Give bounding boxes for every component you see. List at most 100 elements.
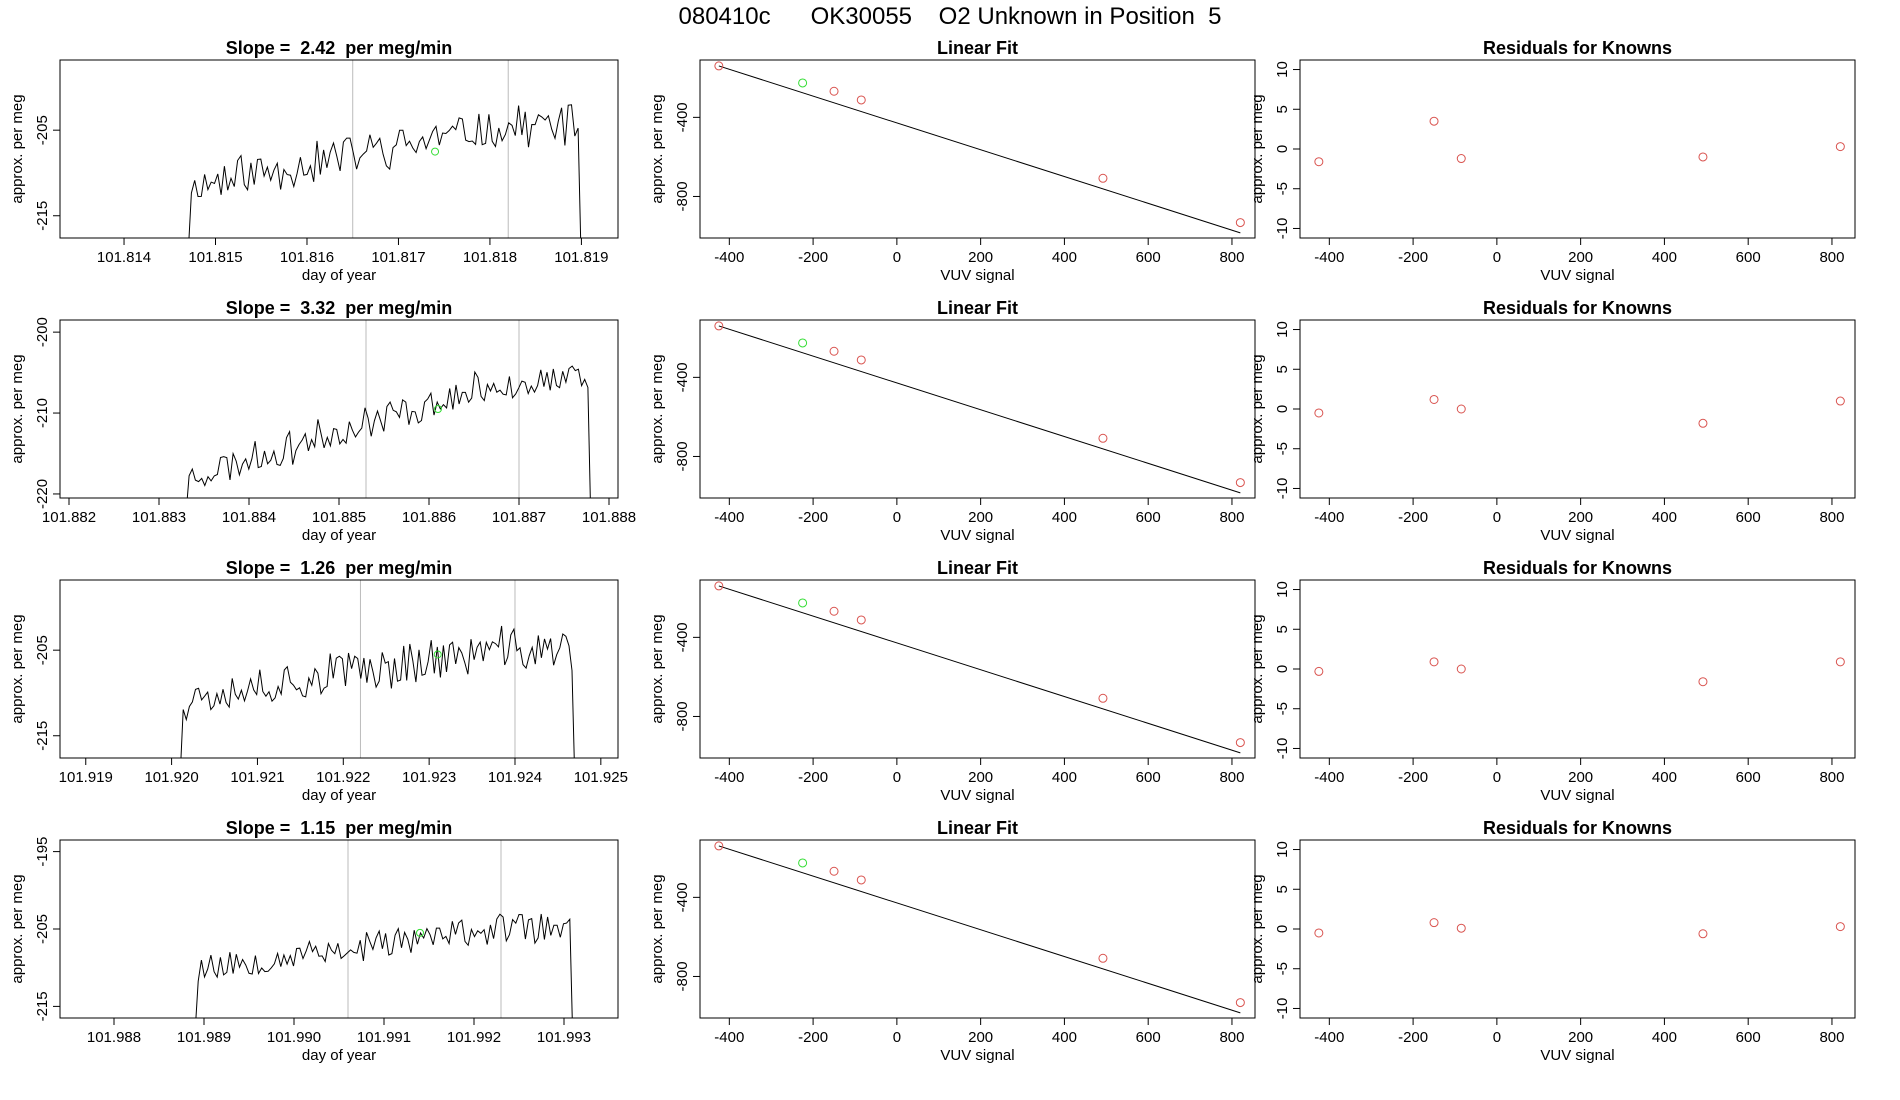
y-tick-label: -210 <box>34 398 51 428</box>
known-point <box>1698 418 1708 428</box>
x-tick-label: -200 <box>798 249 828 266</box>
data-trace-line <box>186 365 591 498</box>
fit-line <box>718 585 1241 754</box>
x-tick-label: 101.988 <box>87 1029 141 1046</box>
known-point <box>1314 666 1324 676</box>
chart-panel-7: Slope = 1.26 per meg/min 101.919 101.920 10… <box>0 552 628 818</box>
chart-svg-12: Residuals for Knowns -400 -200 0 200 400 600 80… <box>1249 818 1856 1064</box>
known-point <box>714 61 724 71</box>
known-point <box>1429 116 1439 126</box>
known-point <box>856 95 866 105</box>
x-tick-label: 0 <box>893 769 901 786</box>
known-point <box>1235 478 1245 488</box>
y-tick-label: -10 <box>1274 738 1291 760</box>
y-axis-label: approx. per meg <box>1249 874 1266 983</box>
x-tick-label: -400 <box>714 509 744 526</box>
fit-line <box>718 845 1241 1014</box>
plot-frame <box>699 319 1256 499</box>
data-trace-line <box>180 625 575 758</box>
panel-title: Residuals for Knowns <box>1483 818 1672 838</box>
plot-frame <box>699 579 1256 759</box>
x-axis-label: VUV signal <box>940 267 1014 284</box>
y-axis-label: approx. per meg <box>9 874 26 983</box>
chart-svg-5: Linear Fit -400 -200 0 200 400 600 800 -400 -800 V… <box>649 298 1256 544</box>
x-tick-label: -400 <box>714 769 744 786</box>
x-tick-label: 800 <box>1819 249 1844 266</box>
chart-panel-9: Residuals for Knowns -400 -200 0 200 400 600 80… <box>1240 552 1865 818</box>
plot-frame <box>1299 839 1856 1019</box>
plot-frame <box>59 579 619 759</box>
y-tick-label: 10 <box>1274 61 1291 78</box>
x-tick-label: 600 <box>1136 769 1161 786</box>
panel-title: Linear Fit <box>937 298 1018 318</box>
panel-title: Linear Fit <box>937 38 1018 58</box>
unknown-marker <box>433 650 442 659</box>
x-tick-label: 101.816 <box>280 249 334 266</box>
known-point <box>856 615 866 625</box>
x-tick-label: 200 <box>1568 509 1593 526</box>
x-tick-label: 400 <box>1052 509 1077 526</box>
x-axis-label: VUV signal <box>1540 267 1614 284</box>
y-axis-label: approx. per meg <box>649 94 666 203</box>
x-tick-label: -200 <box>1398 769 1428 786</box>
x-tick-label: 600 <box>1136 1029 1161 1046</box>
chart-svg-1: Slope = 2.42 per meg/min 101.814 101.815 10… <box>9 38 619 284</box>
y-tick-label: 0 <box>1274 925 1291 933</box>
x-tick-label: 101.882 <box>42 509 96 526</box>
x-tick-label: 800 <box>1819 509 1844 526</box>
x-tick-label: 0 <box>893 1029 901 1046</box>
panel-title: Slope = 2.42 per meg/min <box>226 38 453 58</box>
x-tick-label: 101.885 <box>312 509 366 526</box>
y-axis-label: approx. per meg <box>1249 94 1266 203</box>
x-tick-label: 101.888 <box>582 509 636 526</box>
y-axis-label: approx. per meg <box>9 94 26 203</box>
y-tick-label: -400 <box>674 102 691 132</box>
y-tick-label: -205 <box>34 115 51 145</box>
x-tick-label: 0 <box>1493 1029 1501 1046</box>
x-tick-label: -200 <box>1398 249 1428 266</box>
known-point <box>714 581 724 591</box>
x-axis-label: day of year <box>302 267 376 284</box>
y-tick-label: 0 <box>1274 405 1291 413</box>
y-tick-label: -800 <box>674 961 691 991</box>
chart-svg-4: Slope = 3.32 per meg/min 101.882 101.883 10… <box>9 298 636 544</box>
x-tick-label: -200 <box>798 1029 828 1046</box>
x-tick-label: 400 <box>1652 509 1677 526</box>
x-tick-label: 101.817 <box>371 249 425 266</box>
x-axis-label: day of year <box>302 1047 376 1064</box>
x-tick-label: 600 <box>1136 249 1161 266</box>
panel-title: Residuals for Knowns <box>1483 558 1672 578</box>
x-tick-label: 200 <box>968 769 993 786</box>
chart-svg-3: Residuals for Knowns -400 -200 0 200 400 600 80… <box>1249 38 1856 284</box>
chart-panel-1: Slope = 2.42 per meg/min 101.814 101.815 10… <box>0 32 628 298</box>
y-axis-label: approx. per meg <box>1249 354 1266 463</box>
x-tick-label: -400 <box>1314 249 1344 266</box>
y-tick-label: 10 <box>1274 321 1291 338</box>
known-point <box>1429 657 1439 667</box>
chart-panel-5: Linear Fit -400 -200 0 200 400 600 800 -400 -800 V… <box>640 292 1265 558</box>
known-point <box>714 321 724 331</box>
y-tick-label: -5 <box>1274 182 1291 195</box>
known-point <box>829 866 839 876</box>
data-trace-line <box>188 104 582 238</box>
x-tick-label: 101.815 <box>188 249 242 266</box>
y-axis-label: approx. per meg <box>1249 614 1266 723</box>
x-tick-label: 600 <box>1736 769 1761 786</box>
x-tick-label: 101.883 <box>132 509 186 526</box>
x-tick-label: 400 <box>1052 249 1077 266</box>
x-tick-label: 200 <box>968 1029 993 1046</box>
chart-svg-8: Linear Fit -400 -200 0 200 400 600 800 -400 -800 V… <box>649 558 1256 804</box>
chart-panel-12: Residuals for Knowns -400 -200 0 200 400 600 80… <box>1240 812 1865 1078</box>
known-point <box>1235 218 1245 228</box>
y-tick-label: -10 <box>1274 478 1291 500</box>
known-point <box>1429 394 1439 404</box>
x-tick-label: 0 <box>1493 769 1501 786</box>
y-tick-label: -800 <box>674 441 691 471</box>
known-point <box>829 346 839 356</box>
x-axis-label: VUV signal <box>940 787 1014 804</box>
plot-frame <box>699 839 1256 1019</box>
y-tick-label: -215 <box>34 201 51 231</box>
plot-frame <box>59 59 619 239</box>
y-axis-label: approx. per meg <box>649 354 666 463</box>
panel-title: Slope = 3.32 per meg/min <box>226 298 453 318</box>
